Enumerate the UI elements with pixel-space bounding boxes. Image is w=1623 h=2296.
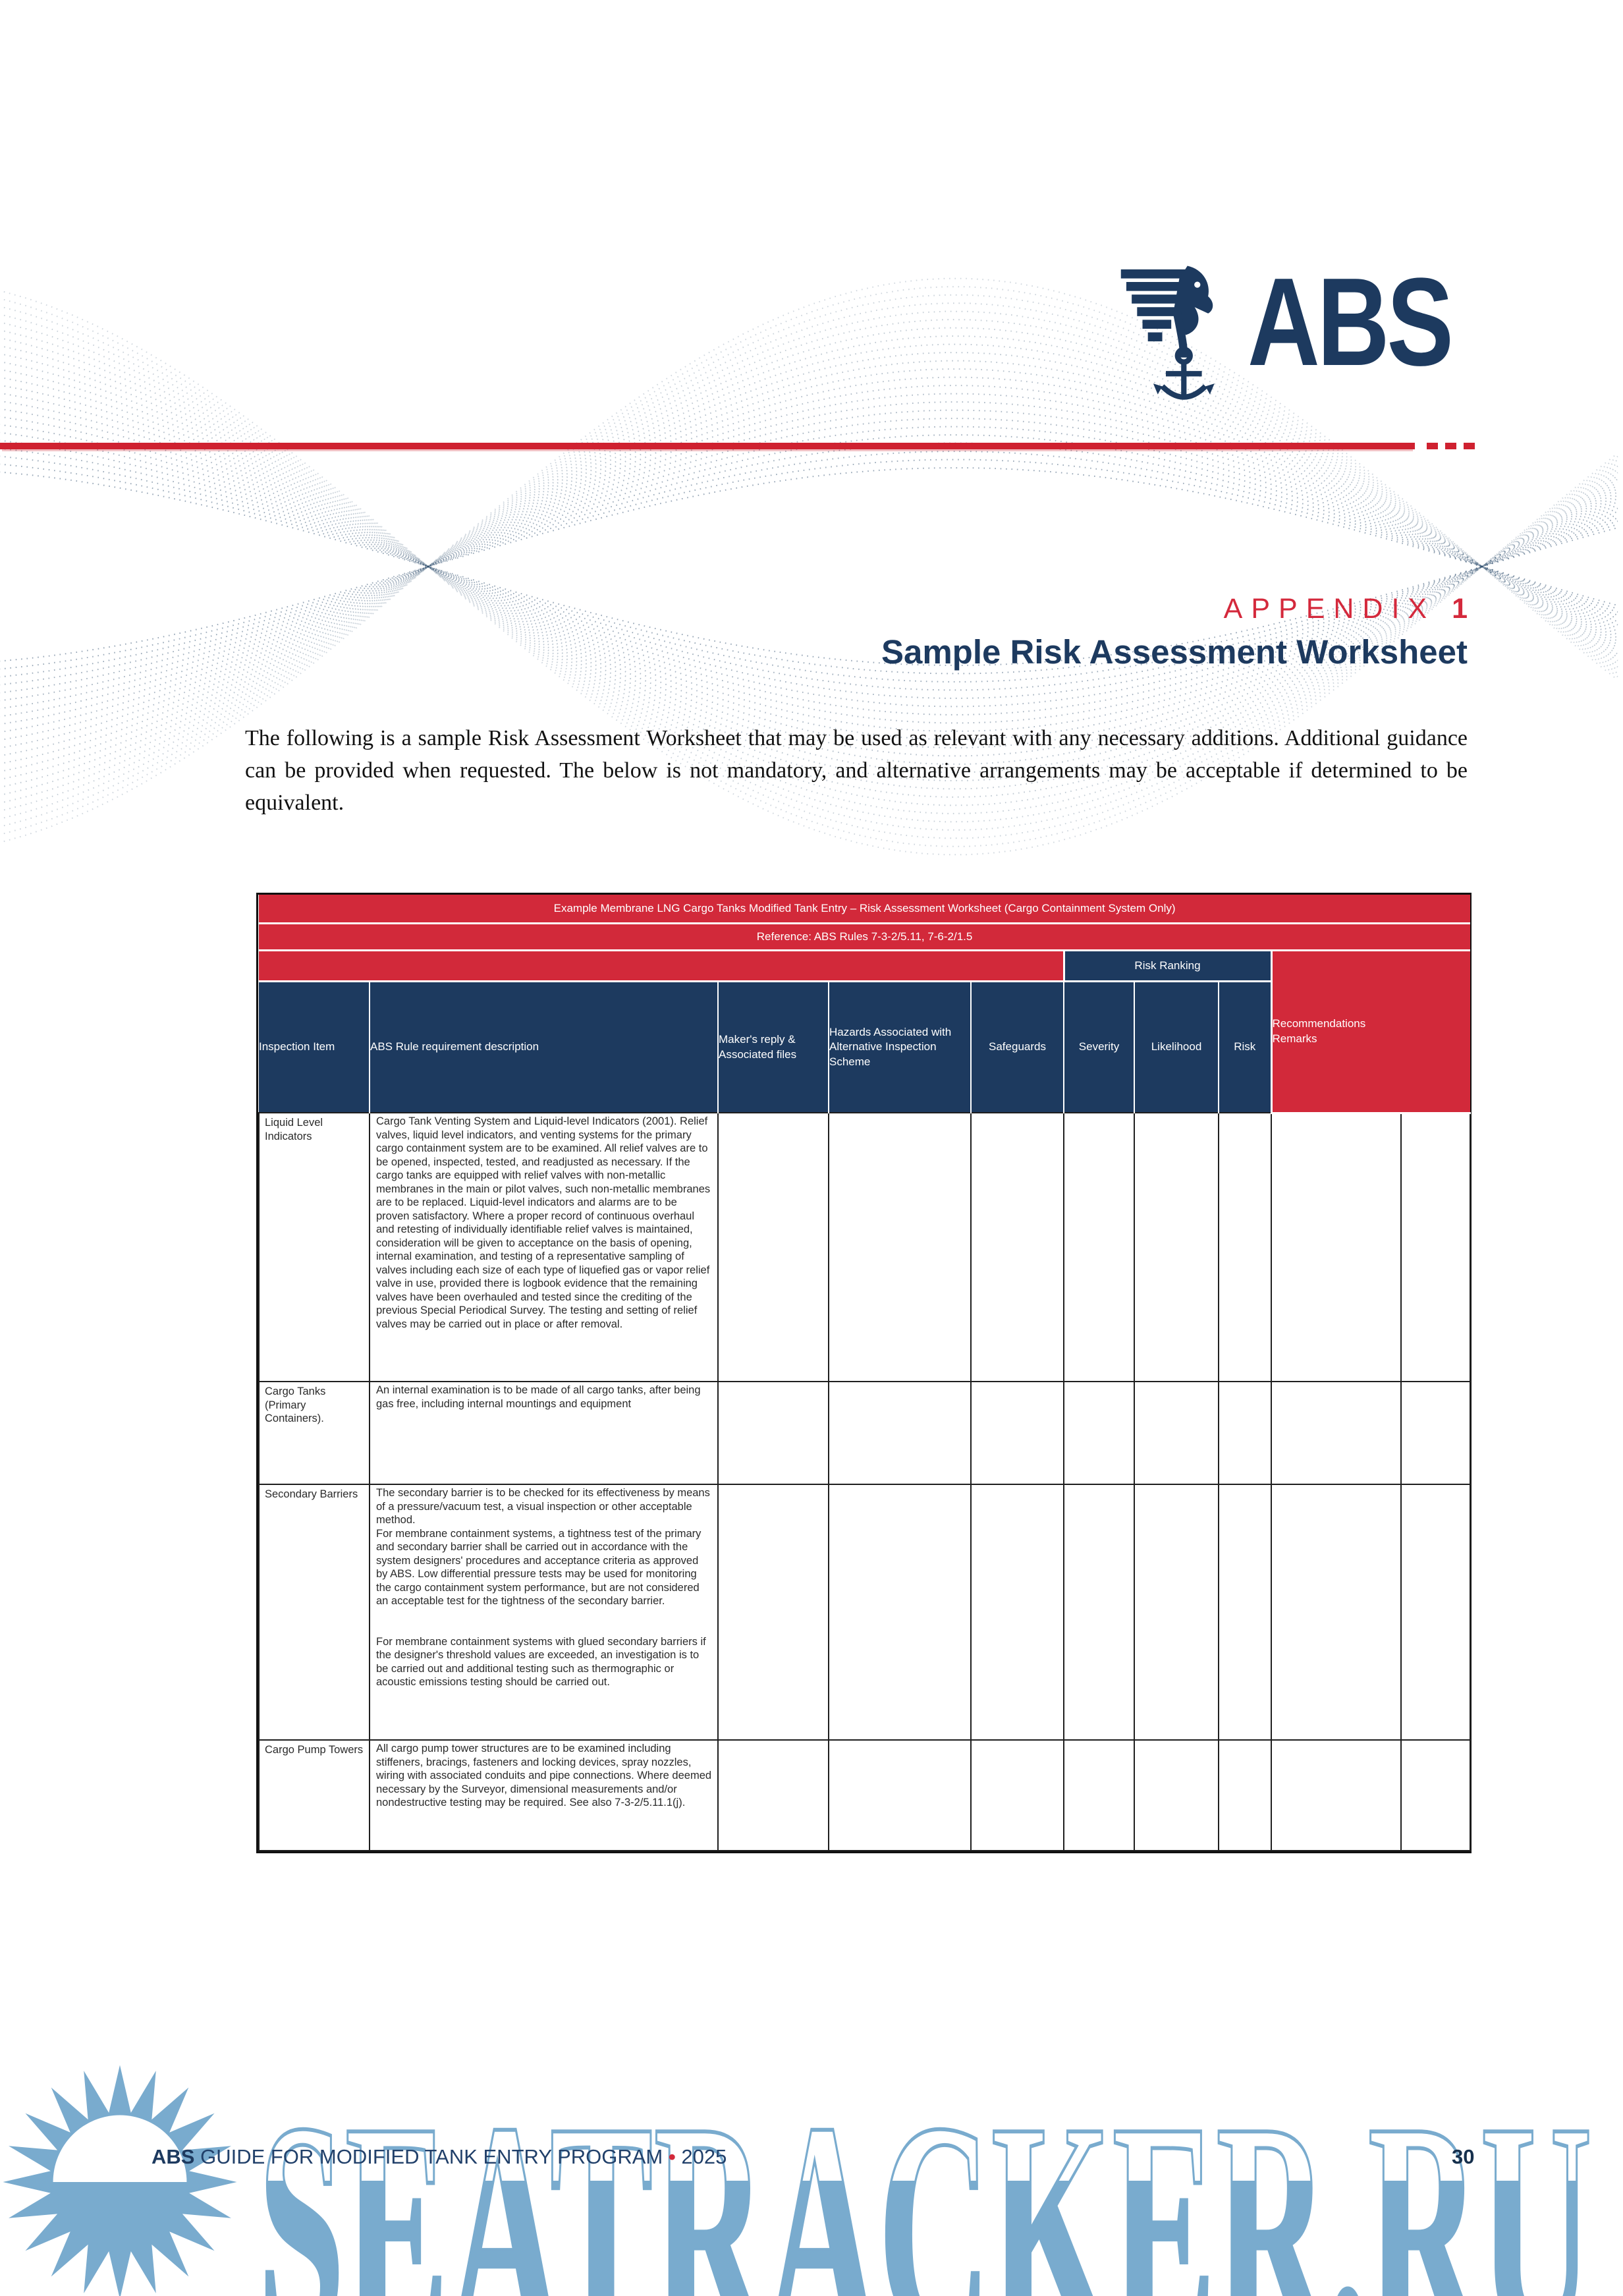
footer-brand: ABS [151,2145,195,2168]
risk-assessment-table: Example Membrane LNG Cargo Tanks Modifie… [256,893,1472,1853]
col-header-abs-rule-description: ABS Rule requirement description [370,981,719,1113]
table-title: Example Membrane LNG Cargo Tanks Modifie… [259,895,1471,924]
safeguards-cell [970,1112,1064,1382]
abs-eagle-icon [1120,266,1215,400]
rule-description-cell: All cargo pump tower structures are to b… [369,1739,719,1851]
rule-description-cell: Cargo Tank Venting System and Liquid-lev… [369,1112,719,1382]
abs-wordmark: ABS [1248,252,1454,392]
appendix-heading: APPENDIX 1 [1224,593,1468,625]
rank-row-spacer [259,950,1064,982]
col-header-inspection-item: Inspection Item [259,981,370,1113]
table-row: Cargo Tanks (Primary Containers). An int… [258,1381,1472,1485]
inspection-item-cell: Cargo Pump Towers [258,1739,370,1851]
col-header-makers-reply: Maker's reply & Associated files [718,981,829,1113]
col-header-risk: Risk [1219,981,1271,1113]
col-header-likelihood: Likelihood [1134,981,1219,1113]
remarks-cell [1400,1381,1472,1485]
safeguards-cell [970,1381,1064,1485]
makers-reply-cell [717,1739,829,1851]
rule-dash [1464,443,1475,449]
page-title: Sample Risk Assessment Worksheet [881,633,1468,671]
table-row: Liquid Level Indicators Cargo Tank Venti… [258,1112,1472,1382]
hazards-cell [828,1112,972,1382]
remarks-cell [1400,1739,1472,1851]
safeguards-cell [970,1739,1064,1851]
seatracker-sun-icon [3,2065,237,2296]
likelihood-cell [1134,1739,1219,1851]
rule-dash [1445,443,1456,449]
col-header-severity: Severity [1064,981,1135,1113]
likelihood-cell [1134,1112,1219,1382]
footer-bullet: • [668,2145,676,2168]
rule-dash [1427,443,1438,449]
makers-reply-cell [717,1381,829,1485]
makers-reply-cell [717,1112,829,1382]
rule-description-cell: An internal examination is to be made of… [369,1381,719,1485]
table-reference: Reference: ABS Rules 7-3-2/5.11, 7-6-2/1… [259,923,1471,951]
footer: ABS GUIDE FOR MODIFIED TANK ENTRY PROGRA… [151,2145,727,2169]
header-red-rule [0,443,1415,449]
footer-text: GUIDE FOR MODIFIED TANK ENTRY PROGRAM [200,2145,663,2168]
hazards-cell [828,1739,972,1851]
makers-reply-cell [717,1484,829,1741]
watermark-text-outline: SEATRACKER.RU [258,2058,1593,2296]
likelihood-cell [1134,1381,1219,1485]
appendix-number: 1 [1452,593,1468,625]
col-header-safeguards: Safeguards [971,981,1064,1113]
severity-cell [1063,1381,1135,1485]
table-row: Secondary Barriers The secondary barrier… [258,1484,1472,1741]
recommendations-cell [1271,1112,1402,1382]
recommendations-cell [1271,1484,1402,1741]
page-number: 30 [1452,2145,1475,2168]
likelihood-cell [1134,1484,1219,1741]
inspection-item-cell: Liquid Level Indicators [258,1112,370,1382]
abs-logo: ABS [1108,252,1477,424]
recommendations-header: Recommendations Remarks [1270,950,1471,1114]
intro-paragraph: The following is a sample Risk Assessmen… [245,726,1468,815]
remarks-cell [1400,1484,1472,1741]
severity-cell [1063,1739,1135,1851]
risk-cell [1218,1484,1272,1741]
table-row: Cargo Pump Towers All cargo pump tower s… [258,1739,1472,1851]
severity-cell [1063,1112,1135,1382]
hazards-cell [828,1381,972,1485]
recommendations-cell [1271,1739,1402,1851]
seatracker-watermark: SEATRACKER.RU SEATRACKER.RU [258,2058,1623,2296]
watermark-text-solid: SEATRACKER.RU [258,2058,1593,2296]
risk-cell [1218,1112,1272,1382]
hazards-cell [828,1484,972,1741]
rule-description-cell: The secondary barrier is to be checked f… [369,1484,719,1741]
header-rule-dashes [1427,443,1475,449]
col-header-hazards: Hazards Associated with Alternative Insp… [829,981,972,1113]
inspection-item-cell: Cargo Tanks (Primary Containers). [258,1381,370,1485]
footer-year: 2025 [681,2145,727,2168]
severity-cell [1063,1484,1135,1741]
risk-cell [1218,1381,1272,1485]
risk-cell [1218,1739,1272,1851]
safeguards-cell [970,1484,1064,1741]
remarks-cell [1400,1112,1472,1382]
risk-ranking-header: Risk Ranking [1062,950,1273,982]
inspection-item-cell: Secondary Barriers [258,1484,370,1741]
appendix-label: APPENDIX [1223,593,1436,625]
recommendations-cell [1271,1381,1402,1485]
